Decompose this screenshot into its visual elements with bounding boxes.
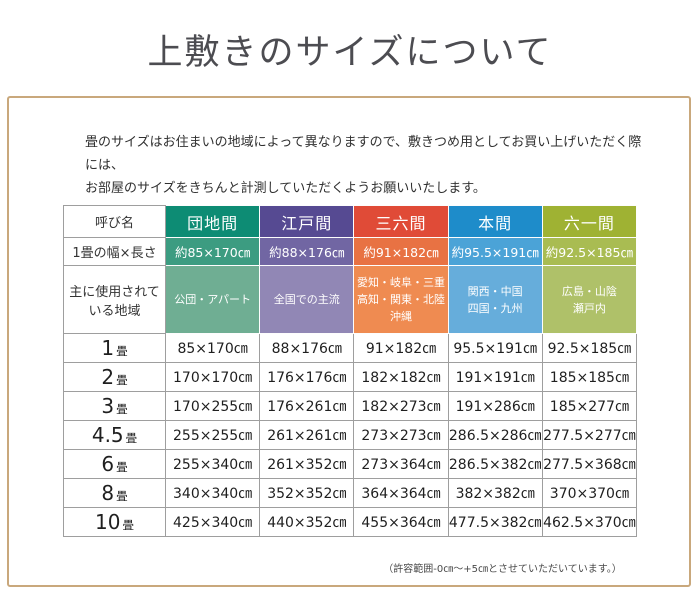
intro-line-1: 畳のサイズはお住まいの地域によって異なりますので、敷きつめ用としてお買い上げいた… (85, 135, 642, 173)
tatami-row-4-5jo: 4.5 畳 255×255㎝ 261×261㎝ 273×273㎝ 286.5×28… (63, 420, 638, 450)
size-value-cell: 176×261㎝ (259, 391, 355, 421)
region-cell: 広島・山陰 瀬戸内 (541, 265, 638, 334)
row-label-number: 2 (101, 365, 115, 389)
row-label-unit: 畳 (125, 431, 138, 445)
region-cell: 関西・中国 四国・九州 (447, 265, 543, 334)
row-label-number: 10 (95, 510, 121, 534)
size-value-cell: 91×182㎝ (353, 333, 449, 363)
size-value-cell: 440×352㎝ (259, 507, 355, 537)
mat-size-cell: 約92.5×185㎝ (541, 237, 638, 266)
size-row-label: 1畳の幅×長さ (63, 237, 166, 266)
row-label-unit: 畳 (116, 489, 128, 503)
size-value-cell: 255×340㎝ (164, 449, 261, 479)
row-label-number: 4.5 (91, 423, 124, 447)
mat-size-cell: 約95.5×191㎝ (447, 237, 543, 266)
size-value-cell: 477.5×382㎝ (447, 507, 543, 537)
region-cell: 全国での主流 (259, 265, 355, 334)
size-value-cell: 255×255㎝ (164, 420, 261, 450)
size-value-cell: 370×370㎝ (541, 478, 638, 508)
column-header-rokuichima: 六一間 (541, 205, 638, 238)
size-value-cell: 261×352㎝ (259, 449, 355, 479)
size-value-cell: 273×273㎝ (353, 420, 449, 450)
name-row-label: 呼び名 (63, 205, 166, 238)
region-row-label: 主に使用されて いる地域 (63, 265, 166, 334)
size-value-cell: 85×170㎝ (164, 333, 261, 363)
mat-size-cell: 約88×176㎝ (259, 237, 355, 266)
row-label-unit: 畳 (116, 373, 128, 387)
size-value-cell: 95.5×191㎝ (447, 333, 543, 363)
size-value-cell: 382×382㎝ (447, 478, 543, 508)
size-value-cell: 273×364㎝ (353, 449, 449, 479)
intro-line-2: お部屋のサイズをきちんと計測していただくようお願いいたします。 (85, 181, 486, 196)
tolerance-footnote: （許容範囲-0㎝〜+5㎝とさせていただいています。） (383, 564, 622, 575)
size-value-cell: 191×191㎝ (447, 362, 543, 392)
row-label-unit: 畳 (116, 460, 128, 474)
row-label-number: 1 (101, 336, 115, 360)
size-value-cell: 364×364㎝ (353, 478, 449, 508)
column-header-danchima: 団地間 (164, 205, 261, 238)
row-label-unit: 畳 (116, 402, 128, 416)
size-value-cell: 352×352㎝ (259, 478, 355, 508)
size-value-cell: 425×340㎝ (164, 507, 261, 537)
tatami-size-table: 呼び名 団地間 江戸間 三六間 本間 六一間 1畳の幅×長さ 約85×170㎝ … (63, 205, 638, 537)
row-label: 10 畳 (63, 507, 166, 537)
region-cell: 愛知・岐阜・三重 高知・関東・北陸 沖縄 (353, 265, 449, 334)
size-value-cell: 191×286㎝ (447, 391, 543, 421)
row-label-unit: 畳 (116, 344, 128, 358)
size-value-cell: 176×176㎝ (259, 362, 355, 392)
size-value-cell: 92.5×185㎝ (541, 333, 638, 363)
row-label-number: 8 (101, 481, 115, 505)
size-value-cell: 286.5×382㎝ (447, 449, 543, 479)
column-header-edoma: 江戸間 (259, 205, 355, 238)
decorative-frame-border (7, 96, 691, 587)
size-value-cell: 277.5×277㎝ (541, 420, 638, 450)
column-header-sanrokuma: 三六間 (353, 205, 449, 238)
header-row: 呼び名 団地間 江戸間 三六間 本間 六一間 (63, 205, 638, 238)
row-label-number: 3 (101, 394, 115, 418)
size-value-cell: 182×273㎝ (353, 391, 449, 421)
intro-text: 畳のサイズはお住まいの地域によって異なりますので、敷きつめ用としてお買い上げいた… (85, 131, 645, 200)
page-title: 上敷きのサイズについて (147, 33, 553, 73)
size-value-cell: 462.5×370㎝ (541, 507, 638, 537)
tatami-row-10jo: 10 畳 425×340㎝ 440×352㎝ 455×364㎝ 477.5×382… (63, 507, 638, 537)
size-value-cell: 185×185㎝ (541, 362, 638, 392)
row-label-unit: 畳 (122, 518, 134, 532)
size-value-cell: 340×340㎝ (164, 478, 261, 508)
size-value-cell: 170×170㎝ (164, 362, 261, 392)
region-cell: 公団・アパート (164, 265, 261, 334)
size-value-cell: 170×255㎝ (164, 391, 261, 421)
column-header-honma: 本間 (447, 205, 543, 238)
size-value-cell: 182×182㎝ (353, 362, 449, 392)
size-value-cell: 455×364㎝ (353, 507, 449, 537)
size-value-cell: 185×277㎝ (541, 391, 638, 421)
row-label-number: 6 (101, 452, 115, 476)
region-row: 主に使用されて いる地域 公団・アパート 全国での主流 愛知・岐阜・三重 高知・… (63, 265, 638, 334)
size-value-cell: 88×176㎝ (259, 333, 355, 363)
row-label: 4.5 畳 (63, 420, 166, 450)
size-value-cell: 261×261㎝ (259, 420, 355, 450)
size-value-cell: 286.5×286㎝ (447, 420, 543, 450)
size-value-cell: 277.5×368㎝ (541, 449, 638, 479)
mat-size-cell: 約85×170㎝ (164, 237, 261, 266)
mat-size-cell: 約91×182㎝ (353, 237, 449, 266)
mat-size-row: 1畳の幅×長さ 約85×170㎝ 約88×176㎝ 約91×182㎝ 約95.5… (63, 237, 638, 266)
